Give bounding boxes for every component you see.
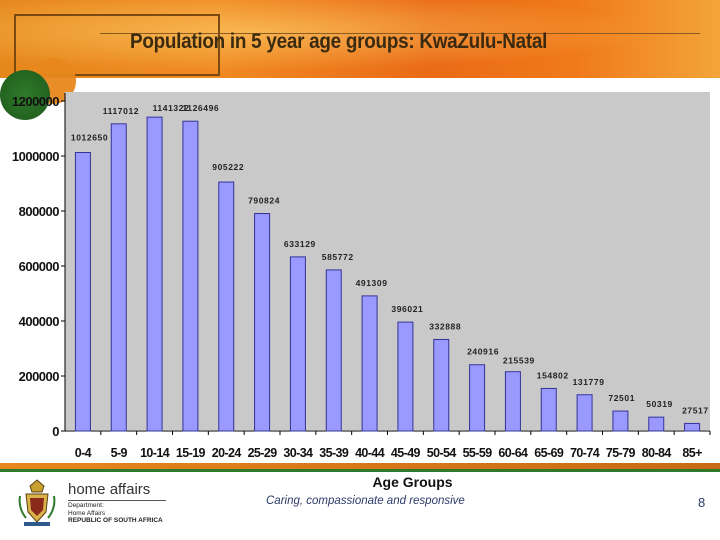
data-label: 332888 [429, 321, 461, 331]
data-label: 50319 [646, 399, 673, 409]
x-tick-label: 15-19 [176, 446, 206, 460]
x-tick-label: 40-44 [355, 446, 385, 460]
y-tick-label: 1200000 [12, 94, 59, 109]
data-label: 215539 [503, 356, 535, 366]
data-label: 1126496 [182, 103, 219, 113]
coat-of-arms-icon [18, 479, 56, 526]
data-label: 131779 [573, 377, 605, 387]
y-tick-label: 0 [52, 424, 59, 439]
bar-10-14 [146, 116, 163, 432]
y-tick-label: 200000 [19, 369, 60, 384]
x-tick-label: 20-24 [212, 446, 242, 460]
bar-85+ [684, 422, 701, 432]
title-rule [100, 33, 700, 34]
x-tick-label: 10-14 [140, 446, 170, 460]
bar-50-54 [433, 338, 450, 432]
x-tick-label: 25-29 [248, 446, 278, 460]
page-number: 8 [698, 495, 706, 510]
bar-35-39 [325, 269, 342, 432]
tagline: Caring, compassionate and responsive [266, 495, 465, 507]
x-tick-label: 65-69 [534, 446, 564, 460]
data-label: 396021 [391, 304, 423, 314]
bar-65-69 [540, 387, 557, 432]
y-tick-label: 600000 [19, 259, 60, 274]
decorative-green-circle [0, 70, 50, 120]
bar-70-74 [576, 394, 593, 432]
data-label: 1012650 [71, 133, 108, 143]
x-tick-label: 60-64 [498, 446, 528, 460]
bar-60-64 [504, 371, 521, 432]
brand-sub-line3: REPUBLIC OF SOUTH AFRICA [68, 517, 163, 524]
x-tick-label: 80-84 [642, 446, 672, 460]
bar-20-24 [218, 181, 235, 432]
x-tick-label: 35-39 [319, 446, 349, 460]
x-tick-label: 45-49 [391, 446, 421, 460]
x-tick-label: 5-9 [111, 446, 128, 460]
brand-name: home affairs [68, 481, 151, 498]
bar-15-19 [182, 120, 199, 432]
plot-area [65, 92, 710, 430]
footer-stripe [0, 463, 720, 469]
bar-5-9 [110, 123, 127, 432]
x-tick-label: 30-34 [283, 446, 313, 460]
data-label: 72501 [608, 393, 635, 403]
data-label: 633129 [284, 239, 316, 249]
bar-30-34 [289, 256, 306, 432]
x-tick-label: 50-54 [427, 446, 457, 460]
banner-glow [0, 0, 720, 78]
x-tick-label: 85+ [682, 446, 702, 460]
data-label: 790824 [248, 196, 280, 206]
data-label: 1117012 [103, 106, 139, 116]
data-label: 240916 [467, 347, 499, 357]
x-tick-label: 75-79 [606, 446, 636, 460]
data-label: 27517 [682, 405, 709, 415]
brand-sub-line2: Home Affairs [68, 509, 106, 517]
x-tick-label: 0-4 [75, 446, 92, 460]
bar-25-29 [254, 213, 271, 432]
data-label: 585772 [322, 252, 354, 262]
data-label: 491309 [356, 278, 388, 288]
bar-75-79 [612, 410, 629, 432]
x-axis-title: Age Groups [372, 474, 452, 490]
data-label: 154802 [537, 370, 569, 380]
data-label: 905222 [212, 162, 244, 172]
data-label: 1141322 [153, 103, 190, 113]
x-tick-label: 55-59 [463, 446, 493, 460]
bar-40-44 [361, 295, 378, 432]
slide-title: Population in 5 year age groups: KwaZulu… [130, 30, 548, 53]
bar-0-4 [74, 152, 91, 432]
y-tick-label: 800000 [19, 204, 60, 219]
bar-45-49 [397, 321, 414, 432]
bar-55-59 [469, 364, 486, 432]
brand-divider [68, 500, 166, 501]
y-tick-label: 1000000 [12, 149, 59, 164]
x-tick-label: 70-74 [570, 446, 600, 460]
title-frame [14, 14, 220, 76]
brand-sub-line1: Department: [68, 502, 104, 509]
footer-green-stripe [0, 469, 720, 472]
bar-80-84 [648, 416, 665, 432]
header-banner [0, 0, 720, 78]
y-tick-label: 400000 [19, 314, 60, 329]
brand-subtitle: Department: Home Affairs REPUBLIC OF SOU… [68, 502, 163, 525]
